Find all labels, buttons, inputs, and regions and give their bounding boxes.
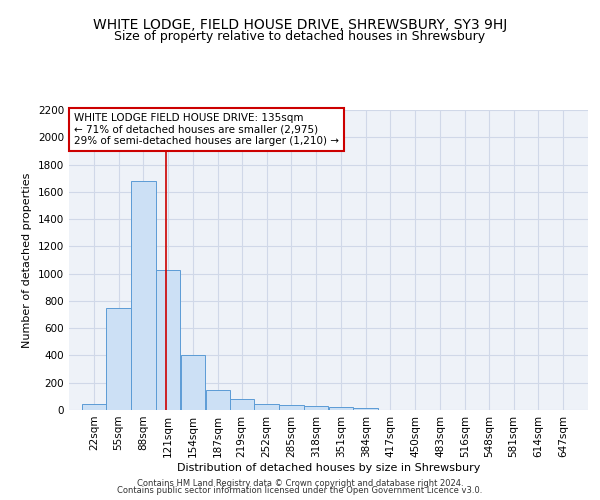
Bar	[156, 270, 181, 410]
Bar	[329, 408, 353, 410]
Bar	[254, 404, 279, 410]
Text: Contains HM Land Registry data © Crown copyright and database right 2024.: Contains HM Land Registry data © Crown c…	[137, 478, 463, 488]
Bar	[353, 408, 378, 410]
Bar	[304, 406, 328, 410]
Bar	[279, 405, 304, 410]
Text: WHITE LODGE, FIELD HOUSE DRIVE, SHREWSBURY, SY3 9HJ: WHITE LODGE, FIELD HOUSE DRIVE, SHREWSBU…	[93, 18, 507, 32]
Bar	[82, 404, 106, 410]
Bar	[181, 355, 205, 410]
Bar	[106, 308, 131, 410]
X-axis label: Distribution of detached houses by size in Shrewsbury: Distribution of detached houses by size …	[177, 462, 480, 472]
Text: Contains public sector information licensed under the Open Government Licence v3: Contains public sector information licen…	[118, 486, 482, 495]
Bar	[230, 399, 254, 410]
Bar	[131, 181, 155, 410]
Text: WHITE LODGE FIELD HOUSE DRIVE: 135sqm
← 71% of detached houses are smaller (2,97: WHITE LODGE FIELD HOUSE DRIVE: 135sqm ← …	[74, 113, 339, 146]
Text: Size of property relative to detached houses in Shrewsbury: Size of property relative to detached ho…	[115, 30, 485, 43]
Y-axis label: Number of detached properties: Number of detached properties	[22, 172, 32, 348]
Bar	[206, 390, 230, 410]
